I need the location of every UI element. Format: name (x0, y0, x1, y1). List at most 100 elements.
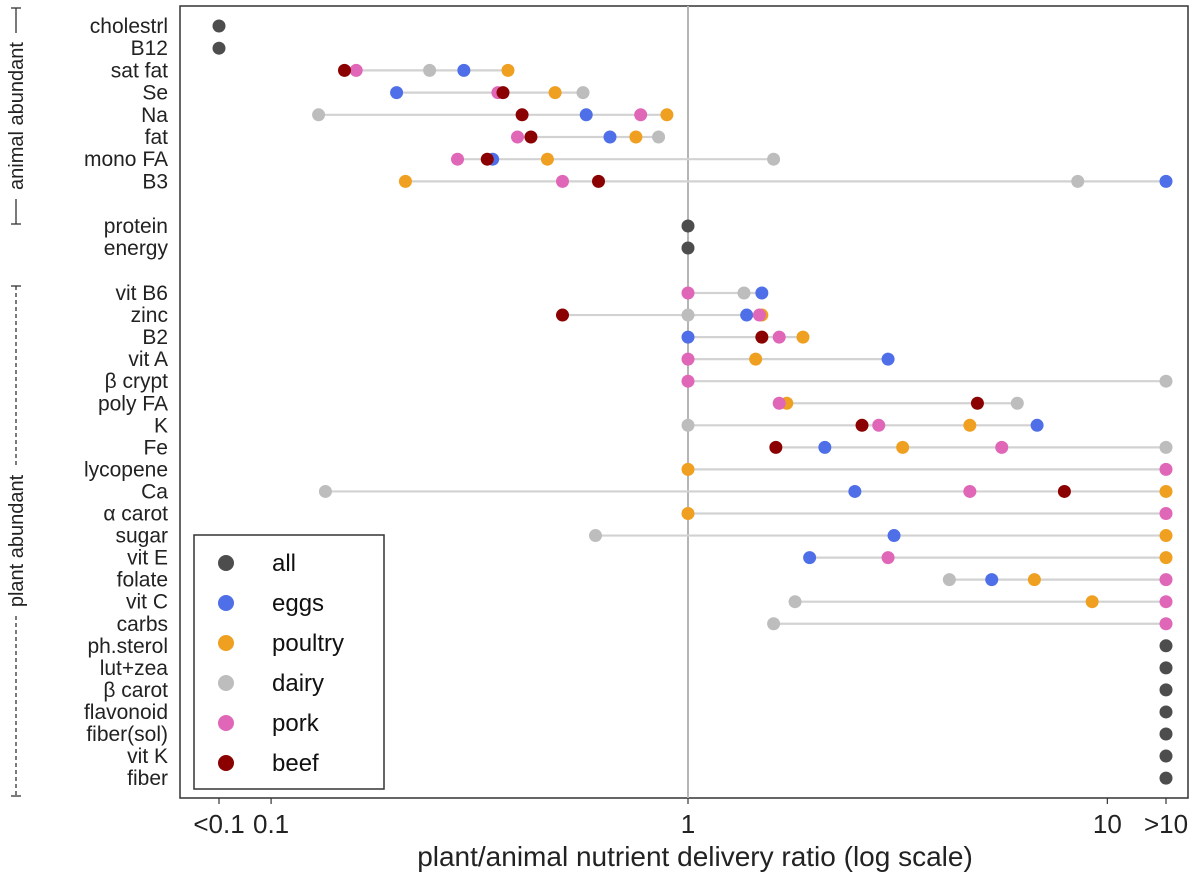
point-zinc-beef (555, 308, 569, 322)
point-lycopene-poultry (681, 462, 695, 476)
point-sugar-dairy (589, 529, 603, 543)
point-flavonoid-all (1159, 705, 1173, 719)
point-fat-pork (511, 130, 525, 144)
point-ca-eggs (848, 484, 862, 498)
group-brackets: animal abundant plant abundant (6, 7, 28, 797)
nutrient-label-zinc: zinc (131, 304, 168, 327)
nutrient-label-b2: B2 (142, 326, 168, 349)
nutrient-label-fat: fat (145, 126, 169, 149)
point-fat-beef (524, 130, 538, 144)
legend-marker-dairy (218, 675, 234, 691)
point-vit-c-dairy (788, 595, 802, 609)
point-lut-zea-all (1159, 661, 1173, 675)
point-k-beef (855, 418, 869, 432)
point-vit-b6-eggs (755, 286, 769, 300)
group-plant: plant abundant (6, 285, 28, 797)
point-mono-fa-poultry (540, 152, 554, 166)
point-folate-dairy (942, 573, 956, 587)
point-se-poultry (548, 86, 562, 100)
point-sat-fat-poultry (501, 63, 515, 77)
point-cholestrl-all (212, 19, 226, 33)
row-na (312, 108, 674, 122)
point-fat-eggs (603, 130, 617, 144)
nutrient-label-fiber-sol: fiber(sol) (86, 723, 168, 746)
legend-marker-beef (218, 755, 234, 771)
nutrient-label-protein: protein (104, 215, 168, 238)
point-ca-pork (963, 484, 977, 498)
row-ph-sterol (1159, 639, 1173, 653)
row-sugar (589, 529, 1173, 543)
point-sugar-eggs (887, 529, 901, 543)
nutrient-label-mono-fa: mono FA (84, 148, 168, 171)
nutrient-label-flavonoid: flavonoid (84, 701, 168, 724)
row-fiber-sol (1159, 727, 1173, 741)
nutrient-label-k: K (154, 414, 168, 437)
x-tick-label-10: >10 (1144, 809, 1188, 839)
legend-box (193, 534, 385, 790)
plot-frame (179, 5, 1189, 799)
nutrient-label-fiber: fiber (127, 767, 168, 790)
row-carbs (767, 617, 1173, 631)
point-vit-e-pork (881, 551, 895, 565)
point-ph-sterol-all (1159, 639, 1173, 653)
row-vit-k (1159, 749, 1173, 763)
point-crypt-dairy (1159, 374, 1173, 388)
point-fe-poultry (896, 440, 910, 454)
point-sat-fat-eggs (457, 63, 471, 77)
nutrient-label-vit-b6: vit B6 (115, 282, 168, 305)
nutrient-label-na: Na (141, 104, 168, 127)
point-mono-fa-beef (480, 152, 494, 166)
nutrient-label-vit-c: vit C (126, 591, 168, 614)
point-b2-poultry (796, 330, 810, 344)
nutrient-label-lycopene: lycopene (84, 458, 168, 481)
legend-label-beef: beef (272, 750, 319, 777)
point-b3-pork (555, 174, 569, 188)
group-label-plant: plant abundant (6, 474, 28, 607)
nutrient-label-carbs: carbs (117, 613, 168, 636)
point-fat-poultry (629, 130, 643, 144)
x-tick-label-10: 10 (1093, 809, 1122, 839)
nutrient-label-fe: Fe (143, 436, 168, 459)
row-b3 (398, 174, 1173, 188)
point-sat-fat-beef (338, 63, 352, 77)
row-lut-zea (1159, 661, 1173, 675)
rows-layer (212, 19, 1173, 785)
point-carbs-pork (1159, 617, 1173, 631)
point-vit-a-eggs (881, 352, 895, 366)
point-vit-b6-pork (681, 286, 695, 300)
point-vit-c-pork (1159, 595, 1173, 609)
point-folate-pork (1159, 573, 1173, 587)
point-fe-pork (995, 440, 1009, 454)
x-tick-label-0-1: <0.1 (193, 809, 244, 839)
point-vit-e-poultry (1159, 551, 1173, 565)
point-fiber-all (1159, 771, 1173, 785)
row-k (681, 418, 1044, 432)
point-fat-dairy (652, 130, 666, 144)
point-ca-beef (1057, 484, 1071, 498)
row-fat (511, 130, 666, 144)
row-fiber (1159, 771, 1173, 785)
point-poly-fa-dairy (1010, 396, 1024, 410)
x-tick-label-0-1: 0.1 (253, 809, 289, 839)
point-zinc-pork (752, 308, 766, 322)
point-sat-fat-dairy (423, 63, 437, 77)
point-folate-eggs (985, 573, 999, 587)
point-carot-pork (1159, 507, 1173, 520)
point-vit-k-all (1159, 749, 1173, 763)
point-sugar-poultry (1159, 529, 1173, 543)
point-carot-poultry (681, 507, 695, 520)
point-k-dairy (681, 418, 695, 432)
nutrient-label-poly-fa: poly FA (98, 392, 168, 415)
point-se-dairy (576, 86, 590, 100)
nutrient-label-se: Se (142, 82, 168, 105)
x-tick-label-1: 1 (681, 809, 695, 839)
point-b2-beef (755, 330, 769, 344)
point-k-poultry (963, 418, 977, 432)
point-mono-fa-pork (451, 152, 465, 166)
point-folate-poultry (1027, 573, 1041, 587)
point-fe-beef (769, 440, 783, 454)
point-na-eggs (579, 108, 593, 122)
nutrient-label-vit-k: vit K (127, 745, 168, 768)
point-fe-dairy (1159, 440, 1173, 454)
